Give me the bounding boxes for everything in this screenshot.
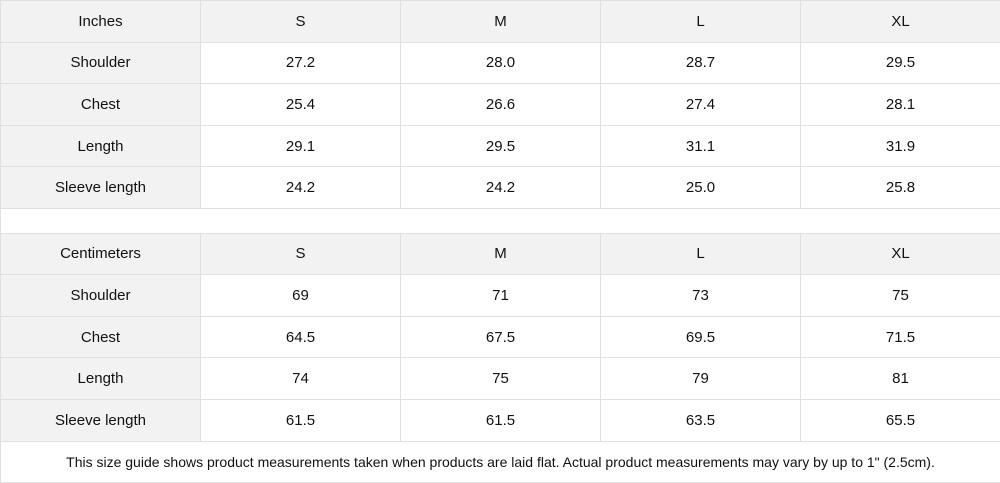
spacer-row: [0, 207, 1000, 234]
measurement-value: 73: [600, 274, 801, 317]
measurement-value: 69.5: [600, 315, 801, 359]
spacer-cell: [0, 207, 1000, 234]
table-row: Chest 64.5 67.5 69.5 71.5: [0, 315, 1000, 359]
measurement-value: 61.5: [400, 398, 601, 442]
measurement-value: 61.5: [200, 398, 401, 442]
size-header: M: [400, 0, 601, 43]
table-row: Shoulder 69 71 73 75: [0, 274, 1000, 317]
header-row: Centimeters S M L XL: [0, 232, 1000, 276]
measurement-value: 24.2: [200, 166, 401, 209]
measurement-value: 25.4: [200, 83, 401, 126]
measurement-value: 31.1: [600, 124, 801, 168]
measurement-value: 28.7: [600, 41, 801, 85]
measurement-label: Shoulder: [0, 41, 201, 85]
measurement-label: Chest: [0, 315, 201, 359]
measurement-value: 79: [600, 357, 801, 400]
note-row: This size guide shows product measuremen…: [0, 440, 1000, 483]
measurement-value: 74: [200, 357, 401, 400]
header-row: Inches S M L XL: [0, 0, 1000, 43]
table-row: Chest 25.4 26.6 27.4 28.1: [0, 83, 1000, 126]
measurement-value: 28.0: [400, 41, 601, 85]
measurement-value: 64.5: [200, 315, 401, 359]
measurement-value: 29.5: [800, 41, 1000, 85]
measurement-value: 75: [800, 274, 1000, 317]
measurement-value: 63.5: [600, 398, 801, 442]
measurement-value: 25.8: [800, 166, 1000, 209]
unit-header: Inches: [0, 0, 201, 43]
measurement-label: Sleeve length: [0, 398, 201, 442]
measurement-value: 69: [200, 274, 401, 317]
measurement-value: 81: [800, 357, 1000, 400]
measurement-value: 31.9: [800, 124, 1000, 168]
size-header: XL: [800, 0, 1000, 43]
measurement-value: 27.2: [200, 41, 401, 85]
measurement-value: 71.5: [800, 315, 1000, 359]
measurement-value: 28.1: [800, 83, 1000, 126]
table-row: Length 74 75 79 81: [0, 357, 1000, 400]
table-row: Shoulder 27.2 28.0 28.7 29.5: [0, 41, 1000, 85]
measurement-label: Length: [0, 357, 201, 400]
size-header: S: [200, 0, 401, 43]
measurement-label: Length: [0, 124, 201, 168]
table-row: Length 29.1 29.5 31.1 31.9: [0, 124, 1000, 168]
measurement-value: 65.5: [800, 398, 1000, 442]
measurement-value: 29.1: [200, 124, 401, 168]
measurement-label: Shoulder: [0, 274, 201, 317]
measurement-value: 67.5: [400, 315, 601, 359]
size-header: L: [600, 0, 801, 43]
size-header: XL: [800, 232, 1000, 276]
measurement-value: 26.6: [400, 83, 601, 126]
unit-header: Centimeters: [0, 232, 201, 276]
measurement-value: 27.4: [600, 83, 801, 126]
measurement-value: 29.5: [400, 124, 601, 168]
measurement-value: 75: [400, 357, 601, 400]
measurement-value: 24.2: [400, 166, 601, 209]
measurement-value: 25.0: [600, 166, 801, 209]
measurement-value: 71: [400, 274, 601, 317]
size-header: M: [400, 232, 601, 276]
table-row: Sleeve length 61.5 61.5 63.5 65.5: [0, 398, 1000, 442]
size-guide-note: This size guide shows product measuremen…: [0, 440, 1000, 483]
table-row: Sleeve length 24.2 24.2 25.0 25.8: [0, 166, 1000, 209]
measurement-label: Sleeve length: [0, 166, 201, 209]
size-header: S: [200, 232, 401, 276]
size-header: L: [600, 232, 801, 276]
measurement-label: Chest: [0, 83, 201, 126]
